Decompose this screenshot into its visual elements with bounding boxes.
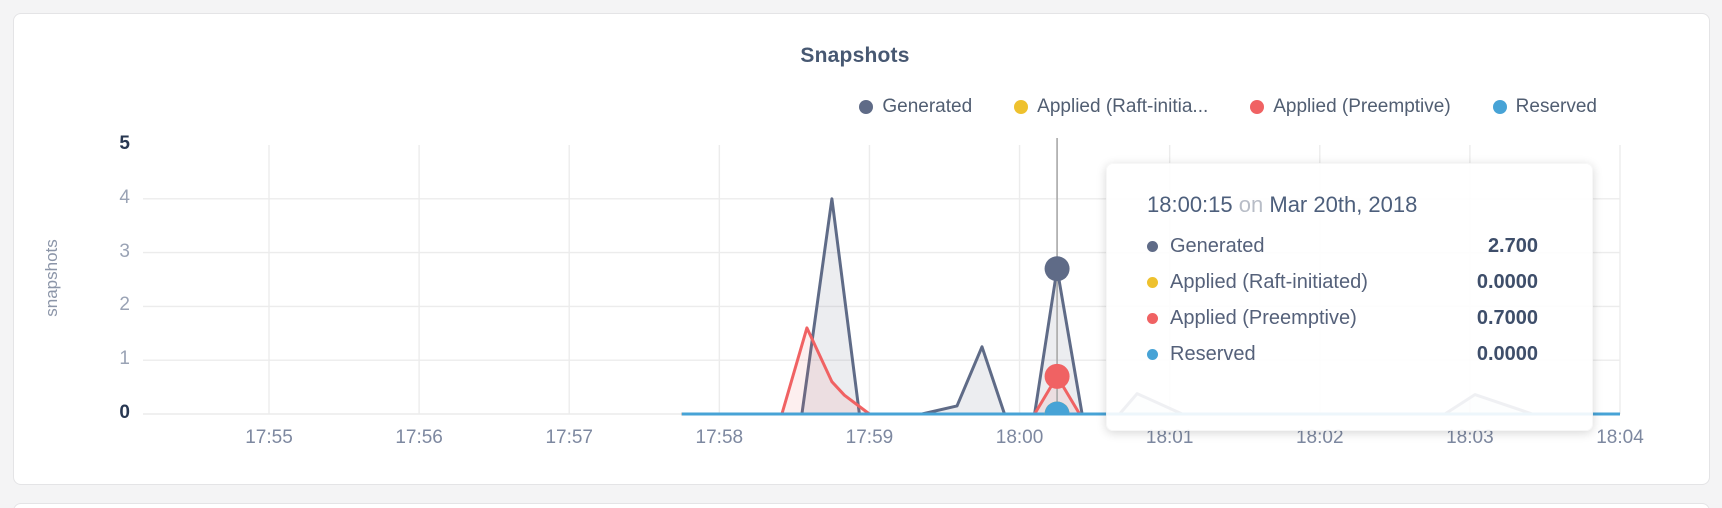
series-dot-icon [1147, 276, 1158, 288]
tooltip-series-label: Generated [1170, 234, 1265, 257]
legend-label: Reserved [1515, 96, 1597, 117]
tooltip-date: Mar 20th, 2018 [1269, 192, 1418, 217]
legend-label: Generated [882, 96, 973, 117]
legend-item-generated[interactable]: Generated [859, 96, 972, 118]
tooltip-timestamp: 18:00:15 on Mar 20th, 2018 [1147, 192, 1538, 218]
tooltip-time: 18:00:15 [1147, 192, 1233, 217]
tooltip-connector: on [1238, 192, 1264, 217]
chart-legend: Generated Applied (Raft-initia... Applied … [859, 96, 1597, 118]
x-tick-1759: 17:59 [845, 427, 894, 448]
legend-swatch-icon [1492, 100, 1507, 114]
legend-item-reserved[interactable]: Reserved [1492, 96, 1597, 118]
series-dot-icon [1147, 312, 1158, 324]
legend-label: Applied (Raft-initia... [1037, 96, 1209, 117]
x-tick-1800: 18:00 [995, 427, 1044, 448]
tooltip-row-generated: Generated 2.700 [1147, 228, 1538, 264]
y-tick-4: 4 [119, 186, 130, 208]
x-tick-1802: 18:02 [1295, 427, 1344, 448]
x-tick-1755: 17:55 [245, 427, 293, 448]
x-tick-1757: 17:57 [545, 427, 593, 448]
tooltip-series-label: Applied (Raft-initiated) [1170, 270, 1368, 293]
tooltip-row-reserved: Reserved 0.0000 [1147, 336, 1538, 372]
y-axis-label: snapshots [42, 239, 61, 317]
tooltip-series-label: Reserved [1170, 342, 1256, 365]
tooltip-row-applied-raft-initiated-: Applied (Raft-initiated) 0.0000 [1147, 264, 1538, 300]
tooltip-series-value: 2.700 [1487, 234, 1538, 257]
series-dot-icon [1147, 348, 1158, 360]
y-tick-3: 3 [119, 240, 130, 262]
x-tick-1804: 18:04 [1596, 427, 1644, 448]
y-tick-0: 0 [119, 402, 130, 423]
tooltip-series-value: 0.0000 [1476, 342, 1538, 365]
legend-item-applied-raft-initiated-[interactable]: Applied (Raft-initia... [1014, 96, 1208, 118]
chart-title: Snapshots [800, 44, 910, 67]
series-dot-icon [1147, 240, 1158, 252]
x-tick-1803: 18:03 [1446, 427, 1494, 448]
next-chart-card [13, 503, 1710, 508]
y-tick-5: 5 [119, 133, 130, 154]
legend-item-applied-preemptive-[interactable]: Applied (Preemptive) [1250, 96, 1451, 118]
x-tick-1756: 17:56 [395, 427, 443, 448]
x-tick-1758: 17:58 [695, 427, 744, 448]
tooltip-series-value: 0.0000 [1476, 270, 1538, 293]
x-tick-1801: 18:01 [1145, 427, 1194, 448]
legend-swatch-icon [859, 100, 874, 114]
tooltip-series-label: Applied (Preemptive) [1170, 306, 1357, 329]
legend-swatch-icon [1250, 100, 1265, 114]
y-tick-1: 1 [119, 348, 130, 370]
legend-label: Applied (Preemptive) [1273, 96, 1451, 117]
y-tick-2: 2 [119, 294, 130, 316]
tooltip-series-value: 0.7000 [1476, 306, 1538, 329]
tooltip-row-applied-preemptive-: Applied (Preemptive) 0.7000 [1147, 300, 1538, 336]
tooltip-rows: Generated 2.700 Applied (Raft-initiated) 0.… [1147, 228, 1538, 372]
hover-tooltip: 18:00:15 on Mar 20th, 2018 Generated 2.70… [1106, 163, 1593, 431]
legend-swatch-icon [1014, 100, 1029, 114]
